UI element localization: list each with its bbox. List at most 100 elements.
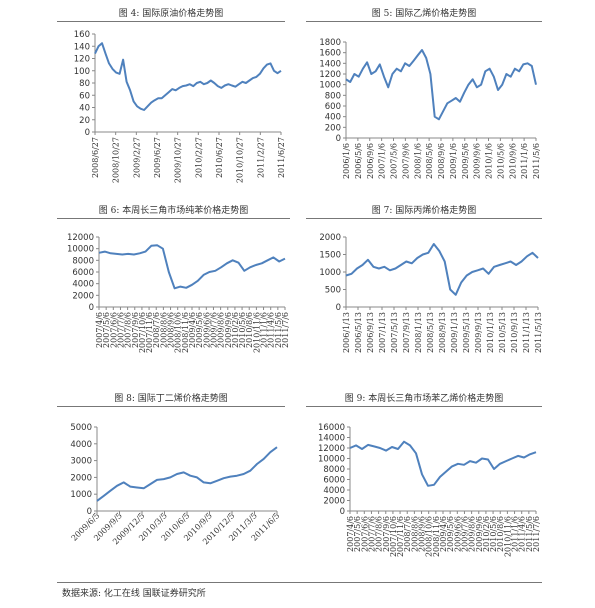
x-tick-label: 2007/5/6 bbox=[390, 143, 399, 179]
x-tick-label: 2006/5/6 bbox=[354, 143, 363, 179]
chart-svg: 0 500 1000 1500 2000 2006/1/13 2006/5/13 2006/9… bbox=[319, 233, 543, 353]
x-tick-label: 2007/9/13 bbox=[402, 312, 411, 353]
x-tick-label: 2010/8/6 bbox=[245, 312, 254, 348]
x-tick-label: 2011/5/6 bbox=[525, 516, 534, 552]
chart-title: 图 5: 国际乙烯价格走势图 bbox=[371, 9, 477, 19]
y-tick-label: 12000 bbox=[67, 233, 94, 243]
x-tick-label: 2006/1/13 bbox=[342, 312, 351, 353]
x-tick-label: 2009/5/6 bbox=[461, 143, 470, 179]
y-tick-label: 4000 bbox=[323, 486, 345, 496]
x-tick-label: 2009/6/6 bbox=[453, 516, 462, 552]
chart-svg: 0200040006000800010000120002007/4/62007/… bbox=[67, 233, 290, 353]
chart-panel-crude-oil: 图 4: 国际原油价格走势图 0 20 40 60 80 100 120 140 160 2008… bbox=[57, 4, 286, 196]
x-tick-label: 2006/1/6 bbox=[342, 143, 351, 179]
y-tick-label: 6000 bbox=[323, 476, 345, 486]
x-tick-label: 2007/6/6 bbox=[109, 312, 118, 348]
x-tick-label: 2009/1/13 bbox=[450, 312, 459, 353]
x-tick-label: 2009/1/6 bbox=[449, 143, 458, 179]
x-tick-label: 2007/11/6 bbox=[145, 312, 154, 353]
x-tick-label: 2009/9/6 bbox=[473, 143, 482, 179]
x-tick-label: 2007/1/13 bbox=[378, 312, 387, 353]
y-tick-label: 6000 bbox=[72, 268, 94, 278]
series-line bbox=[345, 243, 539, 296]
x-tick-label: 2009/6/27 bbox=[153, 137, 162, 178]
x-tick-label: 2009/9/6 bbox=[224, 312, 233, 348]
y-tick-label: 800 bbox=[325, 91, 341, 101]
x-tick-label: 2009/10/27 bbox=[174, 137, 183, 183]
y-tick-label: 1200 bbox=[319, 70, 341, 80]
x-tick-label: 2010/5/13 bbox=[498, 312, 507, 353]
x-tick-label: 2009/9/6 bbox=[475, 516, 484, 552]
chart-title: 图 8: 国际丁二烯价格走势图 bbox=[114, 394, 228, 404]
series-line bbox=[98, 244, 286, 290]
x-tick-label: 2010/11/6 bbox=[503, 516, 512, 557]
y-tick-label: 120 bbox=[74, 55, 90, 65]
chart-panel-styrene: 图 9: 本周长三角市场苯乙烯价格走势图 0 2000 4000 6000 8000 10… bbox=[306, 389, 542, 581]
x-tick-label: 2011/1/6 bbox=[260, 312, 269, 348]
x-tick-label: 2008/9/13 bbox=[438, 312, 447, 353]
y-tick-label: 0 bbox=[340, 507, 345, 517]
x-tick-label: 2009/8/6 bbox=[217, 312, 226, 348]
x-tick-label: 2007/9/6 bbox=[382, 516, 391, 552]
y-tick-label: 4000 bbox=[72, 280, 94, 290]
chart-panel-benzene: 图 6: 本周长三角市场纯苯价格走势图 0 2000 4000 6000 8000 100… bbox=[57, 201, 290, 377]
y-tick-label: 40 bbox=[79, 104, 90, 114]
y-tick-label: 1400 bbox=[319, 59, 341, 69]
x-tick-label: 2007/10/6 bbox=[138, 312, 147, 353]
series-line bbox=[96, 446, 278, 502]
x-tick-label: 2011/5/13 bbox=[534, 312, 543, 353]
y-tick-label: 0 bbox=[336, 303, 341, 313]
y-tick-label: 14000 bbox=[318, 434, 345, 444]
x-tick-label: 2008/9/6 bbox=[167, 312, 176, 348]
x-tick-label: 2008/5/6 bbox=[425, 143, 434, 179]
x-tick-label: 2008/1/13 bbox=[414, 312, 423, 353]
x-tick-label: 2008/10/27 bbox=[112, 137, 121, 183]
x-tick-label: 2008/10/6 bbox=[425, 516, 434, 557]
x-tick-label: 2007/5/13 bbox=[390, 312, 399, 353]
y-tick-label: 500 bbox=[325, 286, 341, 296]
title-rule bbox=[306, 406, 542, 407]
x-tick-label: 2009/2/27 bbox=[132, 137, 141, 178]
x-tick-label: 2010/5/6 bbox=[489, 516, 498, 552]
x-tick-label: 2007/5/6 bbox=[102, 312, 111, 348]
x-tick-label: 2010/11/6 bbox=[252, 312, 261, 353]
x-tick-label: 2007/5/6 bbox=[353, 516, 362, 552]
x-tick-label: 2007/8/6 bbox=[375, 516, 384, 552]
x-tick-label: 2009/7/6 bbox=[209, 312, 218, 348]
title-rule bbox=[57, 218, 290, 219]
x-tick-label: 2007/11/6 bbox=[396, 516, 405, 557]
x-tick-label: 2009/8/6 bbox=[468, 516, 477, 552]
y-tick-label: 8000 bbox=[323, 465, 345, 475]
x-tick-label: 2007/7/6 bbox=[116, 312, 125, 348]
y-tick-label: 1600 bbox=[319, 49, 341, 59]
y-tick-label: 100 bbox=[74, 67, 90, 77]
x-tick-label: 2007/10/6 bbox=[389, 516, 398, 557]
x-tick-label: 2008/5/13 bbox=[426, 312, 435, 353]
y-tick-label: 1500 bbox=[319, 251, 341, 261]
x-tick-label: 2009/7/6 bbox=[460, 516, 469, 552]
x-tick-label: 2011/7/6 bbox=[281, 312, 290, 348]
y-tick-label: 5000 bbox=[70, 423, 92, 433]
y-tick-label: 0 bbox=[336, 134, 341, 144]
x-tick-label: 2011/7/6 bbox=[532, 516, 541, 552]
x-tick-label: 2007/9/6 bbox=[401, 143, 410, 179]
y-tick-label: 20 bbox=[79, 116, 90, 126]
x-tick-label: 2008/8/6 bbox=[410, 516, 419, 552]
x-tick-label: 2011/5/6 bbox=[532, 143, 541, 179]
x-tick-label: 2010/9/13 bbox=[510, 312, 519, 353]
x-tick-label: 2007/4/6 bbox=[346, 516, 355, 552]
chart-panel-ethylene: 图 5: 国际乙烯价格走势图 0 200 400 600 800 1000 1200 1400… bbox=[306, 4, 542, 196]
x-tick-label: 2007/1/6 bbox=[378, 143, 387, 179]
x-tick-label: 2007/6/6 bbox=[360, 516, 369, 552]
x-tick-label: 2009/5/6 bbox=[195, 312, 204, 348]
y-tick-label: 4000 bbox=[70, 440, 92, 450]
y-tick-label: 0 bbox=[85, 128, 90, 138]
x-tick-label: 2011/1/6 bbox=[511, 516, 520, 552]
y-tick-label: 2000 bbox=[323, 497, 345, 507]
x-tick-label: 2008/7/6 bbox=[152, 312, 161, 348]
chart-title: 图 9: 本周长三角市场苯乙烯价格走势图 bbox=[344, 394, 504, 404]
y-tick-label: 10000 bbox=[318, 455, 345, 465]
x-tick-label: 2011/4/6 bbox=[267, 312, 276, 348]
